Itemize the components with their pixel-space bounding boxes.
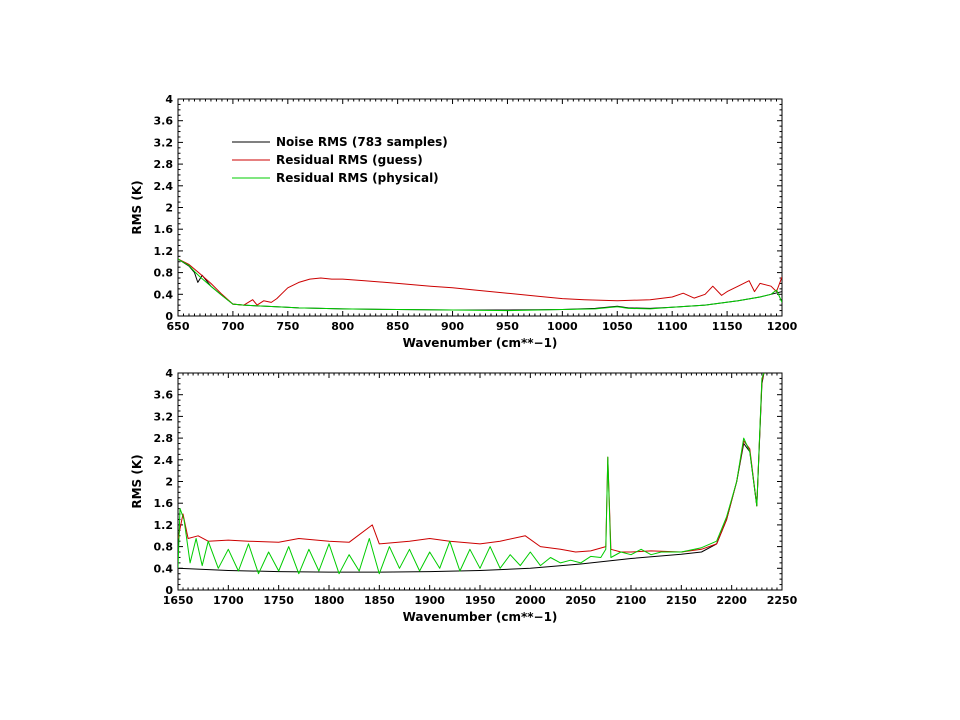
y-tick-label: 2.4 <box>154 454 174 467</box>
x-tick-label: 900 <box>441 320 464 333</box>
y-axis-title: RMS (K) <box>130 180 144 234</box>
y-tick-label: 0.8 <box>154 267 174 280</box>
x-axis-title: Wavenumber (cm**−1) <box>403 336 558 350</box>
y-tick-label: 0.4 <box>154 562 174 575</box>
y-tick-label: 2.4 <box>154 180 174 193</box>
y-tick-label: 0 <box>165 584 173 597</box>
y-tick-label: 1.6 <box>154 497 174 510</box>
series-line-2 <box>178 373 765 553</box>
x-tick-label: 2000 <box>515 594 546 607</box>
y-tick-label: 1.2 <box>154 519 174 532</box>
series-line-3 <box>178 373 765 575</box>
chart-panel-1: 650 700 750 800 850 900 950 1000 1050 1100 1150 120… <box>130 93 798 350</box>
x-tick-label: 850 <box>386 320 409 333</box>
legend-label-2: Residual RMS (guess) <box>276 153 423 167</box>
x-tick-label: 1700 <box>213 594 244 607</box>
series-line-1 <box>178 258 782 311</box>
series-line-2 <box>178 258 782 306</box>
y-tick-label: 3.2 <box>154 136 174 149</box>
y-tick-label: 4 <box>165 367 173 380</box>
x-tick-label: 1150 <box>712 320 743 333</box>
y-tick-label: 3.2 <box>154 410 174 423</box>
x-tick-label: 1000 <box>547 320 578 333</box>
x-tick-label: 750 <box>276 320 299 333</box>
x-tick-label: 1850 <box>364 594 395 607</box>
x-axis-title: Wavenumber (cm**−1) <box>403 610 558 624</box>
x-tick-label: 2100 <box>616 594 647 607</box>
y-tick-label: 0 <box>165 310 173 323</box>
x-tick-label: 1750 <box>263 594 294 607</box>
y-axis-title: RMS (K) <box>130 454 144 508</box>
legend-label-3: Residual RMS (physical) <box>276 171 439 185</box>
x-tick-label: 2150 <box>666 594 697 607</box>
y-tick-label: 2.8 <box>154 432 174 445</box>
x-tick-label: 1950 <box>465 594 496 607</box>
chart-panel-2: 1650 1700 1750 1800 1850 1900 1950 2000 2050 2100… <box>130 367 798 624</box>
x-tick-label: 1900 <box>414 594 445 607</box>
y-tick-label: 2.8 <box>154 158 174 171</box>
plot-frame <box>177 372 783 591</box>
x-tick-label: 2200 <box>716 594 747 607</box>
x-tick-label: 1100 <box>657 320 688 333</box>
x-tick-label: 1200 <box>767 320 798 333</box>
x-tick-label: 950 <box>496 320 519 333</box>
series-group <box>178 373 765 575</box>
y-tick-label: 3.6 <box>154 389 174 402</box>
y-tick-label: 3.6 <box>154 115 174 128</box>
y-tick-label: 0.4 <box>154 288 174 301</box>
plot-frame <box>177 98 783 317</box>
x-tick-label: 800 <box>331 320 354 333</box>
x-tick-label: 1650 <box>163 594 194 607</box>
x-tick-label: 650 <box>167 320 190 333</box>
series-group <box>178 258 782 312</box>
x-tick-label: 1800 <box>314 594 345 607</box>
x-tick-label: 700 <box>221 320 244 333</box>
y-tick-label: 0.8 <box>154 541 174 554</box>
x-tick-label: 1050 <box>602 320 633 333</box>
series-line-3 <box>178 258 782 312</box>
y-tick-label: 1.2 <box>154 245 174 258</box>
y-tick-label: 2 <box>165 202 173 215</box>
legend-label-1: Noise RMS (783 samples) <box>276 135 448 149</box>
y-tick-label: 1.6 <box>154 223 174 236</box>
y-tick-label: 4 <box>165 93 173 106</box>
x-tick-label: 2250 <box>767 594 798 607</box>
y-tick-label: 2 <box>165 476 173 489</box>
x-tick-label: 2050 <box>565 594 596 607</box>
legend: Noise RMS (783 samples) Residual RMS (gue… <box>232 135 448 185</box>
